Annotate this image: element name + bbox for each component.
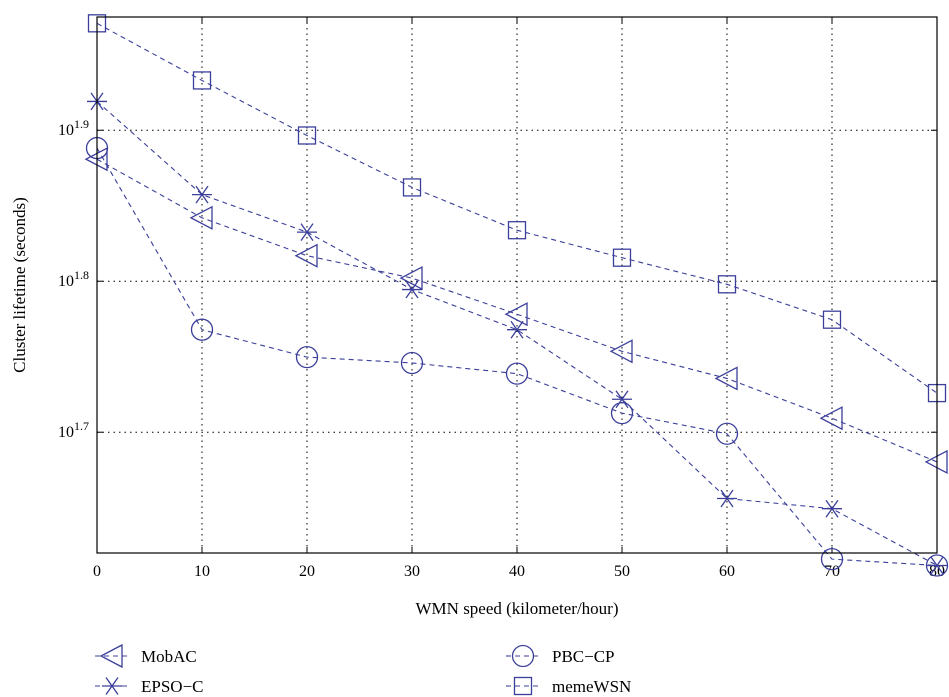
data-point <box>609 339 633 364</box>
data-point <box>717 489 737 508</box>
legend-label: PBC−CP <box>552 647 615 666</box>
legend-item: PBC−CP <box>506 644 615 668</box>
x-tick-label: 10 <box>194 563 210 580</box>
plot-frame <box>96 16 938 554</box>
data-point <box>507 320 527 339</box>
legend-label: EPSO−C <box>141 677 204 696</box>
data-point <box>610 401 634 425</box>
legend-label: MobAC <box>141 647 197 666</box>
data-point <box>297 126 317 145</box>
data-point <box>399 265 423 291</box>
series-layer <box>84 14 949 577</box>
data-point <box>612 248 632 267</box>
data-point <box>507 221 527 240</box>
data-point <box>297 223 317 242</box>
data-point <box>612 390 632 409</box>
x-tick-label: 60 <box>719 563 735 580</box>
data-point <box>192 185 212 204</box>
data-point <box>402 178 422 197</box>
data-point <box>925 554 949 577</box>
y-tick-label: 101.7 <box>58 419 89 441</box>
data-point <box>504 302 528 327</box>
data-point <box>295 345 319 369</box>
x-tick-label: 20 <box>299 563 315 580</box>
data-point <box>819 406 843 431</box>
y-tick-label: 101.8 <box>58 268 89 290</box>
data-point <box>820 547 844 571</box>
data-point <box>190 318 214 341</box>
data-point <box>822 310 842 329</box>
x-tick-label: 50 <box>614 563 630 580</box>
x-tick-label: 0 <box>93 563 101 580</box>
data-point <box>400 351 424 375</box>
data-point <box>189 205 213 230</box>
legend-marker <box>99 643 123 669</box>
legend-item: memeWSN <box>506 676 631 696</box>
data-point <box>402 280 422 299</box>
legend-item: MobAC <box>95 643 197 669</box>
data-point <box>715 422 739 445</box>
y-axis-label: Cluster lifetime (seconds) <box>10 197 29 373</box>
legend: MobAC PBC−CP EPSO−C memeWSN <box>95 643 631 696</box>
legend-marker <box>513 676 533 696</box>
x-tick-label: 70 <box>824 563 840 580</box>
x-tick-label: 30 <box>404 563 420 580</box>
series-line <box>96 158 938 463</box>
series-circle <box>85 136 949 577</box>
legend-item: EPSO−C <box>95 677 204 696</box>
data-point <box>714 366 738 391</box>
data-point <box>505 362 529 385</box>
data-point <box>294 243 318 268</box>
legend-marker <box>511 644 535 668</box>
y-tick-label: 101.9 <box>58 117 89 139</box>
legend-marker <box>102 677 122 695</box>
series-square <box>87 14 947 403</box>
data-point <box>822 499 842 518</box>
grid-lines <box>97 17 937 553</box>
x-axis-label: WMN speed (kilometer/hour) <box>416 599 619 618</box>
data-point <box>717 275 737 294</box>
x-tick-label: 40 <box>509 563 525 580</box>
series-line <box>96 22 938 394</box>
legend-label: memeWSN <box>552 677 631 696</box>
data-point <box>927 556 947 575</box>
series-line <box>96 147 938 567</box>
data-point <box>192 71 212 90</box>
